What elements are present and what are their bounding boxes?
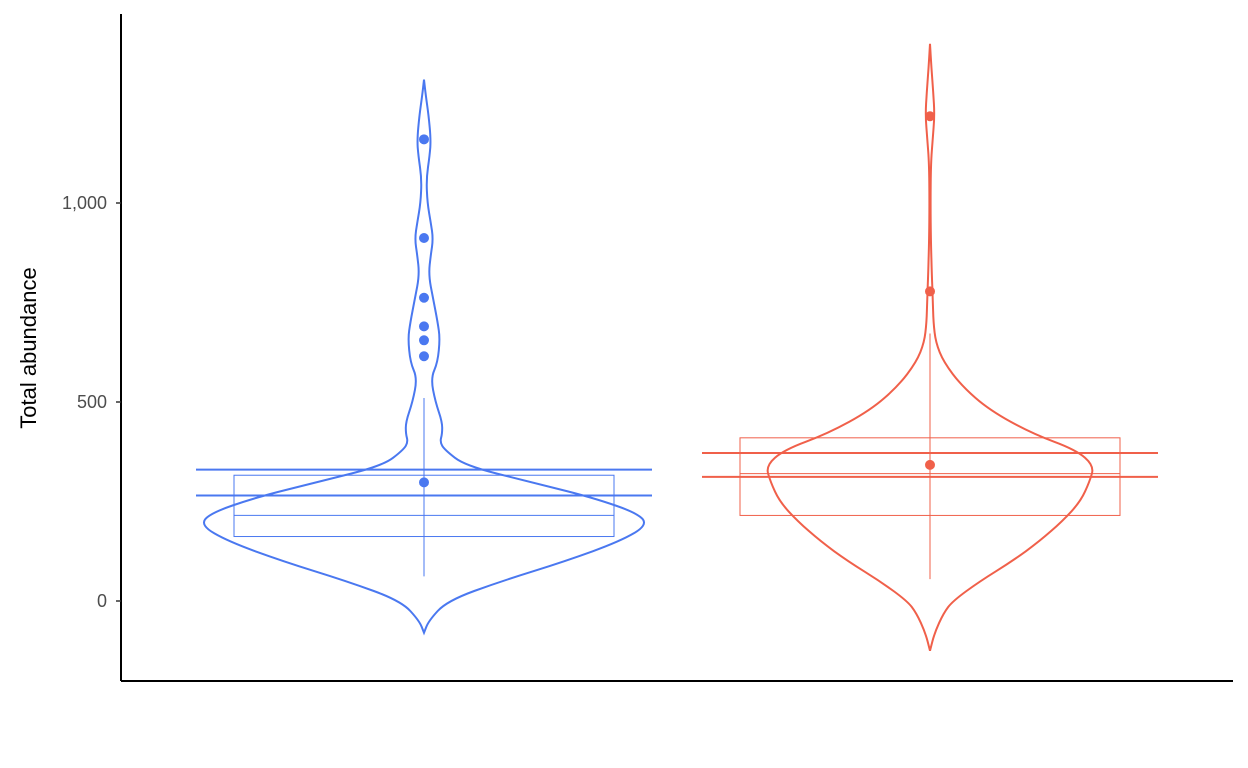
violin-outline — [202, 79, 646, 636]
y-tick-label: 500 — [77, 392, 107, 412]
violin-group-1 — [196, 79, 652, 636]
box — [233, 474, 615, 538]
outlier-point — [419, 335, 429, 346]
axes: 0 500 1,000 — [62, 14, 1233, 682]
y-tick-label: 1,000 — [62, 193, 107, 213]
y-axis-title: Total abundance — [16, 267, 41, 428]
violin-group-2 — [702, 43, 1158, 652]
plot-area — [196, 43, 1158, 652]
mean-point — [925, 459, 935, 470]
outlier-point — [925, 111, 935, 122]
outlier-point — [419, 233, 429, 244]
mean-point — [419, 477, 429, 488]
outlier-point — [419, 134, 429, 145]
outlier-point — [419, 292, 429, 303]
outlier-point — [419, 321, 429, 332]
outlier-point — [925, 286, 935, 297]
y-tick-label: 0 — [97, 591, 107, 611]
outlier-point — [419, 351, 429, 362]
